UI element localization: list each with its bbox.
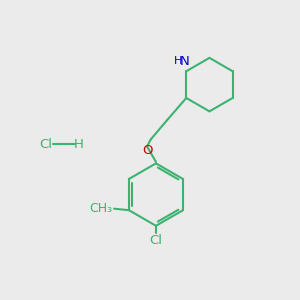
Text: N: N <box>180 55 190 68</box>
Text: CH₃: CH₃ <box>89 202 112 215</box>
Text: H: H <box>174 56 182 67</box>
Text: H: H <box>74 138 84 151</box>
Text: O: O <box>142 144 152 158</box>
Text: Cl: Cl <box>40 138 52 151</box>
Text: Cl: Cl <box>149 234 162 247</box>
